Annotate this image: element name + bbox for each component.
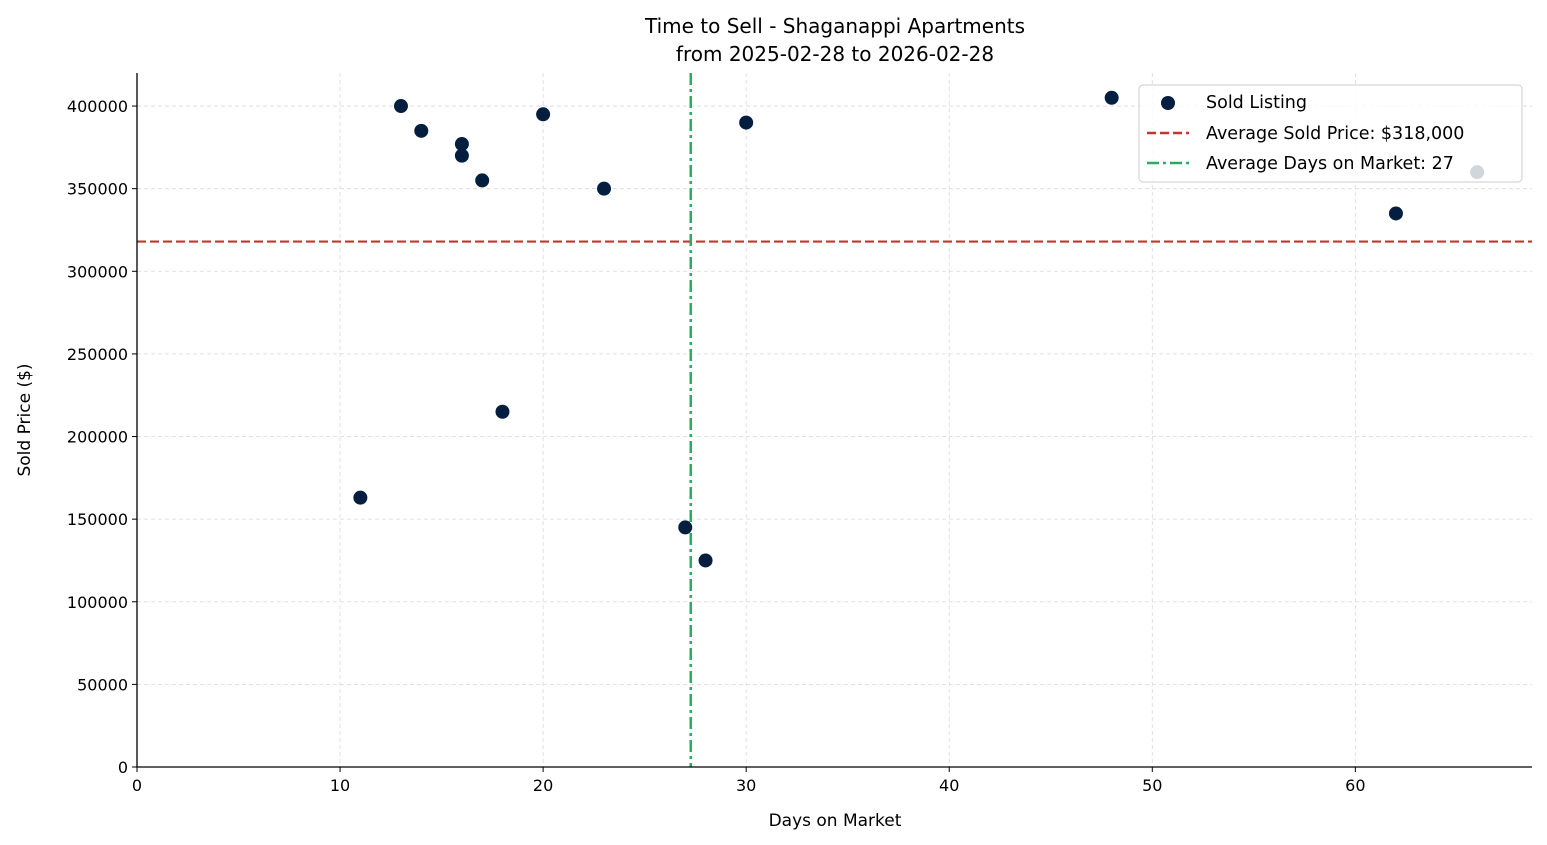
x-tick-label: 30	[736, 776, 756, 795]
data-point	[454, 148, 469, 163]
legend-marker-sold-listing	[1161, 96, 1175, 110]
data-point	[1388, 206, 1403, 221]
y-tick-label: 300000	[67, 262, 128, 281]
reference-lines	[137, 73, 1532, 767]
legend-label: Average Days on Market: 27	[1206, 154, 1454, 174]
data-point	[597, 181, 612, 196]
legend: Sold Listing Average Sold Price: $318,000…	[1138, 84, 1523, 183]
y-tick-label: 200000	[67, 428, 128, 447]
x-tick-label: 20	[533, 776, 553, 795]
x-tick-label: 40	[939, 776, 959, 795]
data-point	[1104, 90, 1119, 105]
y-tick-label: 150000	[67, 510, 128, 529]
grid	[137, 73, 1532, 767]
data-point	[698, 553, 713, 568]
y-tick-label: 100000	[67, 593, 128, 612]
data-point	[414, 123, 429, 138]
data-point	[475, 173, 490, 188]
y-tick-label: 350000	[67, 180, 128, 199]
x-tick-label: 0	[132, 776, 142, 795]
data-point	[536, 107, 551, 122]
x-tick-label: 10	[330, 776, 350, 795]
y-axis-label: Sold Price ($)	[15, 363, 35, 476]
data-point	[495, 404, 510, 419]
data-point	[454, 137, 469, 152]
y-tick-label: 400000	[67, 97, 128, 116]
x-tick-label: 50	[1142, 776, 1162, 795]
y-tick-label: 250000	[67, 345, 128, 364]
data-points	[353, 90, 1485, 568]
legend-label-sold-listing: Sold Listing	[1206, 93, 1307, 113]
y-tick-label: 50000	[77, 675, 128, 694]
data-point	[393, 99, 408, 114]
x-axis-label: Days on Market	[769, 811, 902, 831]
data-point	[678, 520, 693, 535]
data-point	[353, 490, 368, 505]
axes: 0 10 20 30 40 50 60 0 50000 100000 150000 200000 250…	[67, 73, 1532, 795]
x-tick-label: 60	[1345, 776, 1365, 795]
legend-box	[1138, 84, 1523, 183]
chart-subtitle: from 2025-02-28 to 2026-02-28	[676, 42, 994, 66]
y-tick-label: 0	[118, 758, 128, 777]
data-point	[739, 115, 754, 130]
chart-title: Time to Sell - Shaganappi Apartments	[644, 14, 1025, 38]
legend-label: Average Sold Price: $318,000	[1206, 124, 1464, 144]
